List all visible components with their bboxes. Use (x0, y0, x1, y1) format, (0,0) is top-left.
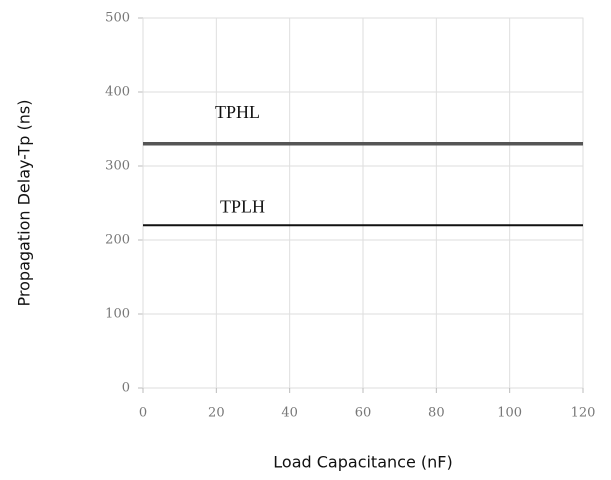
series-label: TPLH (220, 196, 265, 216)
x-tick-label: 0 (139, 406, 147, 421)
y-axis-label: Propagation Delay-Tp (ns) (15, 100, 34, 307)
x-tick-label: 120 (571, 406, 596, 421)
series-label: TPHL (215, 102, 260, 122)
x-tick-label: 100 (497, 406, 522, 421)
x-tick-label: 60 (355, 406, 372, 421)
x-tick-label: 40 (281, 406, 298, 421)
y-tick-label: 200 (105, 233, 130, 248)
y-tick-label: 400 (105, 85, 130, 100)
x-tick-label: 20 (208, 406, 225, 421)
x-axis-label: Load Capacitance (nF) (273, 453, 452, 472)
y-tick-label: 300 (105, 159, 130, 174)
y-tick-label: 0 (122, 381, 130, 396)
y-tick-label: 500 (105, 11, 130, 26)
x-tick-label: 80 (428, 406, 445, 421)
y-tick-label: 100 (105, 307, 130, 322)
